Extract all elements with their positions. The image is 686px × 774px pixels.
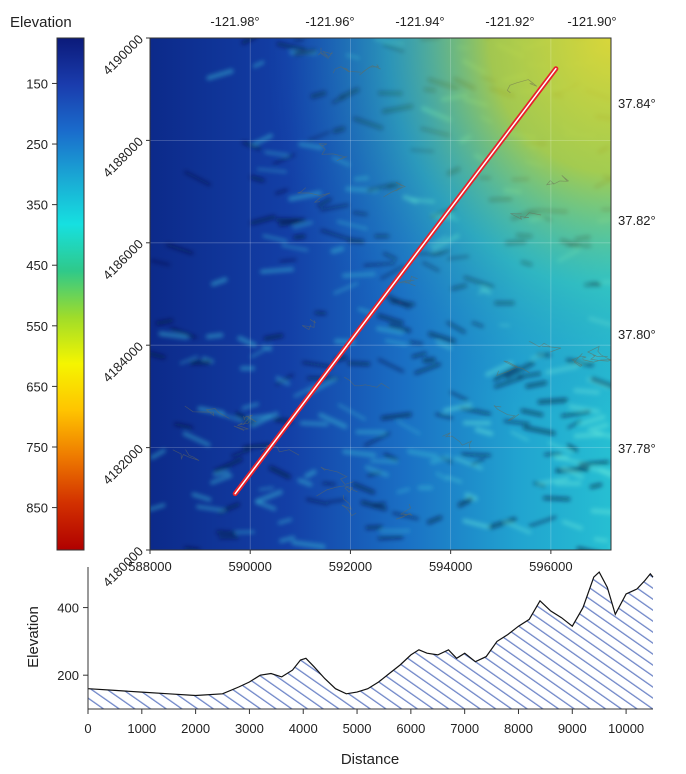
colorbar-ticks: 150 250 350 450 550 650 750 850 [26,76,57,516]
northing-labels: 4190000418800041860004184000418200041800… [100,32,150,590]
y-tick-label: 400 [57,601,79,616]
easting-label: 592000 [329,559,372,574]
northing-label: 4190000 [100,32,146,78]
northing-label: 4182000 [100,441,146,487]
colorbar-tick-label: 650 [26,379,48,394]
longitude-label: -121.98° [210,14,259,29]
x-tick-label: 6000 [396,721,425,736]
x-tick-label: 0 [84,721,91,736]
colorbar-tick-label: 250 [26,137,48,152]
longitude-label: -121.96° [305,14,354,29]
easting-labels: 588000 590000 592000 594000 596000 [128,550,573,574]
transect-line-highlight [234,67,557,495]
easting-label: 590000 [229,559,272,574]
colorbar: Elevation 150 250 350 450 550 650 750 850 [10,14,85,551]
colorbar-tick-label: 450 [26,258,48,273]
x-tick-label: 8000 [504,721,533,736]
x-tick-label: 3000 [235,721,264,736]
map-gridlines [150,38,611,550]
map-frame [149,37,612,551]
profile-y-ticks: 200 400 [57,601,88,683]
colorbar-tick-label: 150 [26,76,48,91]
longitude-labels: -121.98° -121.96° -121.94° -121.92° -121.90° [210,14,616,29]
x-tick-label: 7000 [450,721,479,736]
elevation-map: -121.98° -121.96° -121.94° -121.92° -121.90°… [100,14,656,590]
latitude-label: 37.82° [618,213,656,228]
latitude-label: 37.80° [618,327,656,342]
longitude-label: -121.94° [395,14,444,29]
colorbar-tick-label: 750 [26,440,48,455]
colorbar-swatch [56,37,85,551]
x-tick-label: 1000 [127,721,156,736]
elevation-profile: 0 1000 2000 3000 4000 5000 6000 7000 8000 9000 100… [25,567,654,768]
x-tick-label: 5000 [343,721,372,736]
x-tick-label: 4000 [289,721,318,736]
y-tick-label: 200 [57,668,79,683]
easting-label: 596000 [529,559,572,574]
x-tick-label: 10000 [608,721,644,736]
x-tick-label: 9000 [558,721,587,736]
latitude-label: 37.78° [618,441,656,456]
colorbar-tick-label: 550 [26,319,48,334]
latitude-labels: 37.84° 37.82° 37.80° 37.78° [618,96,656,456]
colorbar-title: Elevation [10,14,72,31]
map-highland [150,38,611,550]
latitude-label: 37.84° [618,96,656,111]
northing-label: 4188000 [100,134,146,180]
easting-label: 588000 [128,559,171,574]
longitude-label: -121.92° [485,14,534,29]
profile-y-label: Elevation [25,606,42,668]
profile-x-label: Distance [341,751,399,768]
longitude-label: -121.90° [567,14,616,29]
colorbar-tick-label: 350 [26,198,48,213]
x-tick-label: 2000 [181,721,210,736]
northing-label: 4186000 [100,236,146,282]
colorbar-tick-label: 850 [26,501,48,516]
profile-x-ticks: 0 1000 2000 3000 4000 5000 6000 7000 8000 9000 100… [84,709,644,736]
profile-line [87,571,654,697]
contour-lines [172,47,611,520]
northing-label: 4184000 [100,339,146,385]
easting-label: 594000 [429,559,472,574]
profile-area [88,572,653,709]
